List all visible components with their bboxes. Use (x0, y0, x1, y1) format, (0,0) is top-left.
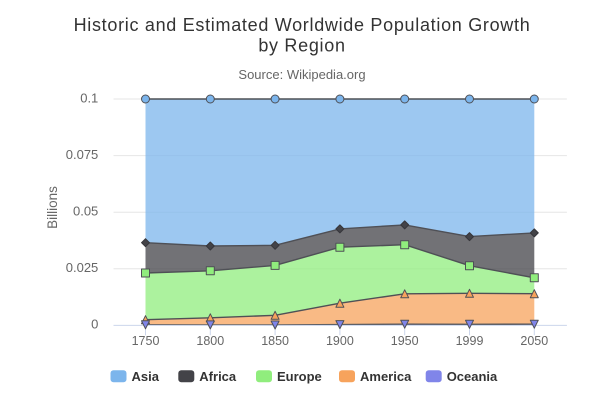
svg-text:1999: 1999 (456, 334, 484, 348)
svg-text:0: 0 (91, 317, 98, 332)
svg-text:0.05: 0.05 (73, 204, 98, 219)
svg-text:0.025: 0.025 (66, 260, 99, 275)
svg-text:0.1: 0.1 (80, 90, 98, 105)
svg-text:Africa: Africa (199, 369, 237, 384)
svg-text:Asia: Asia (132, 369, 160, 384)
svg-text:Billions: Billions (45, 186, 60, 229)
svg-text:1750: 1750 (132, 334, 160, 348)
svg-text:1950: 1950 (391, 334, 419, 348)
svg-text:0.075: 0.075 (66, 147, 99, 162)
svg-text:by Region: by Region (258, 35, 345, 55)
svg-text:Source: Wikipedia.org: Source: Wikipedia.org (238, 67, 365, 82)
svg-text:1900: 1900 (326, 334, 354, 348)
svg-text:America: America (360, 369, 412, 384)
svg-text:1850: 1850 (261, 334, 289, 348)
svg-text:2050: 2050 (520, 334, 548, 348)
svg-text:Historic and Estimated Worldwi: Historic and Estimated Worldwide Populat… (74, 15, 531, 35)
svg-text:1800: 1800 (196, 334, 224, 348)
svg-text:Oceania: Oceania (447, 369, 498, 384)
svg-text:Europe: Europe (277, 369, 322, 384)
